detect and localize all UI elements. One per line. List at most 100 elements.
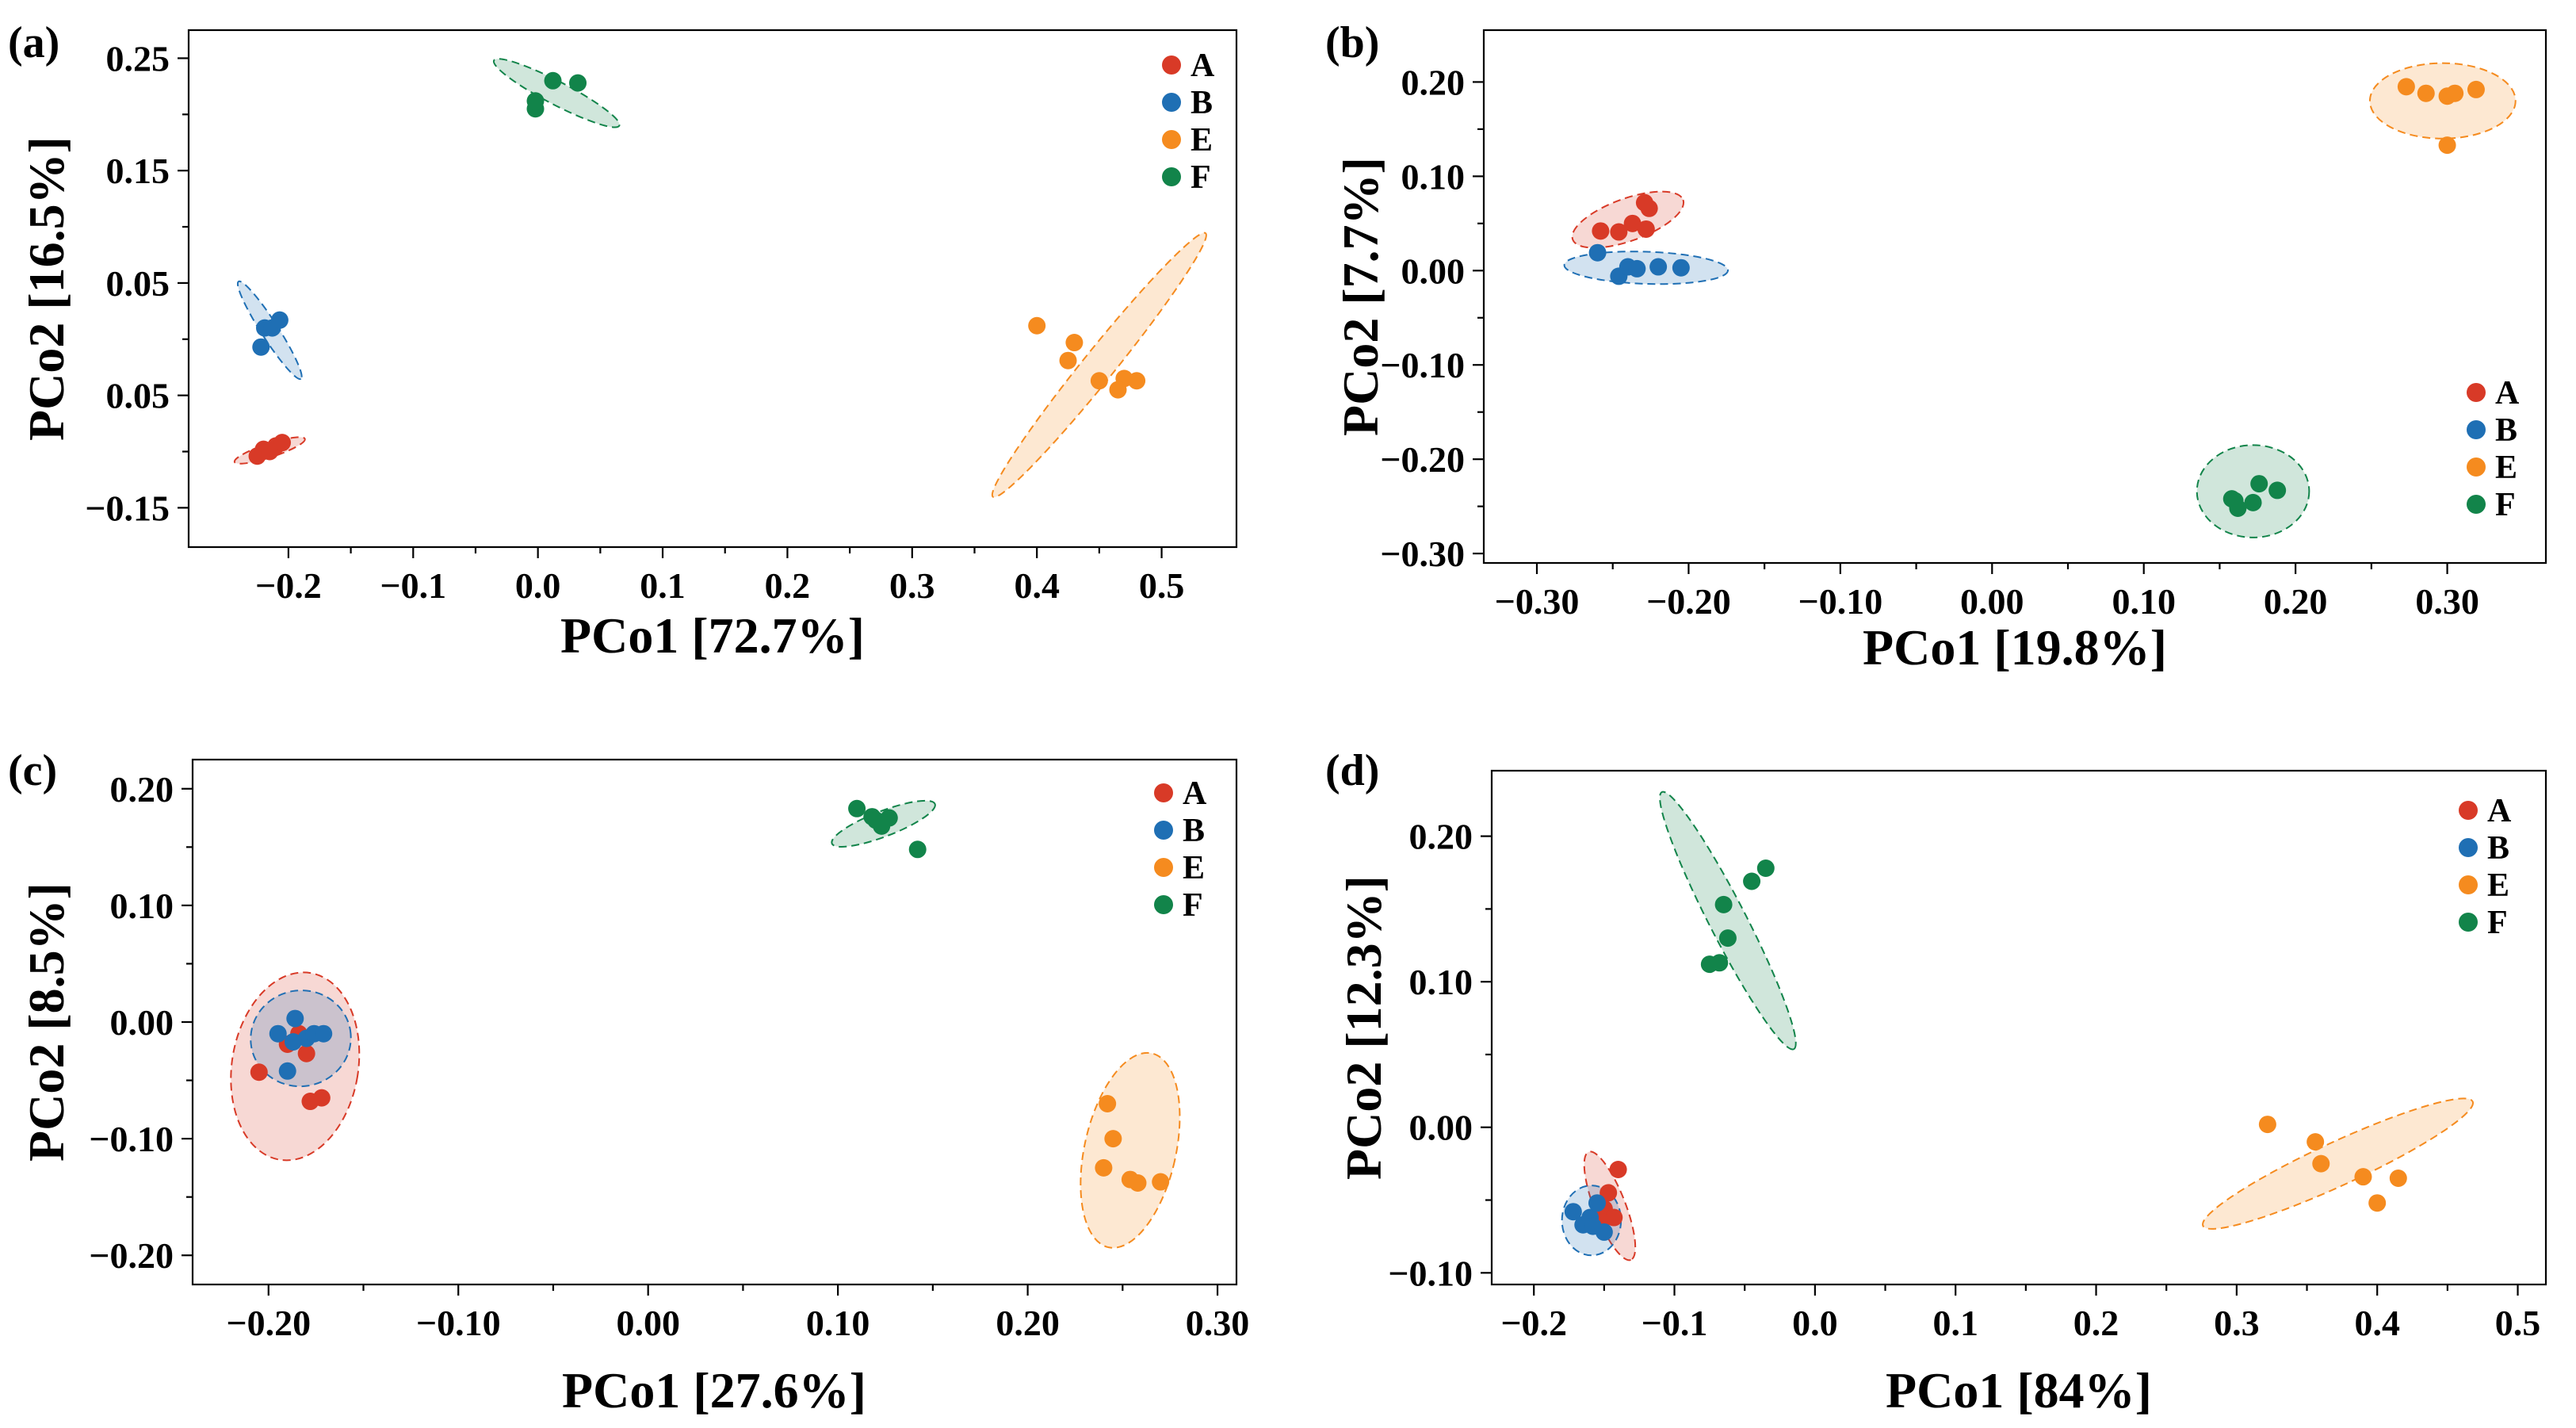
panel-c-legend-label-b: B <box>1183 813 1205 849</box>
panel-d-ellipse-f <box>1659 791 1797 1051</box>
panel-d-legend-label-a: A <box>2487 793 2512 829</box>
panel-b-point-a <box>1623 214 1642 232</box>
panel-a-legend-marker-b <box>1162 93 1181 112</box>
panel-c-legend-marker-f <box>1154 895 1173 914</box>
panel-d-label: (d) <box>1325 746 1379 795</box>
panel-a-ytick-label: −0.15 <box>85 488 170 528</box>
panel-c-point-b <box>315 1024 333 1043</box>
panel-a-point-e <box>1059 351 1077 369</box>
panel-b-xtick-label: −0.30 <box>1495 581 1580 622</box>
panel-b-point-b <box>1649 258 1668 276</box>
panel-c-xtick-label: 0.10 <box>806 1303 870 1343</box>
panel-b-point-e <box>2446 84 2464 102</box>
panel-a-legend-marker-a <box>1162 56 1181 75</box>
panel-d-xtick-label: 0.3 <box>2214 1303 2260 1343</box>
panel-b-ytick-label: 0.10 <box>1401 156 1466 197</box>
panel-b-plot-area <box>1482 29 2547 565</box>
panel-a-ytick-label: 0.25 <box>106 38 170 78</box>
panel-a-xtick-label: −0.2 <box>255 565 322 606</box>
panel-c-legend-marker-e <box>1154 858 1173 877</box>
panel-d-ytick-label: −0.10 <box>1388 1253 1473 1293</box>
panel-c-point-a <box>301 1093 319 1111</box>
panel-c-point-e <box>1152 1173 1170 1191</box>
panel-d-point-e <box>2312 1154 2330 1173</box>
panel-b-point-e <box>2438 136 2456 155</box>
panel-c-point-f <box>908 840 927 859</box>
panel-b-point-f <box>2244 493 2262 511</box>
panel-d-legend-label-b: B <box>2487 830 2509 867</box>
panel-c-ytick-label: 0.10 <box>110 886 174 926</box>
panel-b-ytick-label: −0.30 <box>1380 534 1465 574</box>
panel-d-plot-area <box>1490 769 2547 1286</box>
panel-a-point-e <box>1128 372 1146 390</box>
panel-d-point-b <box>1564 1203 1582 1221</box>
panel-d-marks <box>1561 791 2475 1261</box>
panel-b-legend-marker-b <box>2467 420 2486 439</box>
panel-c-point-a <box>297 1044 315 1062</box>
panel-c-xtick-label: 0.30 <box>1186 1303 1250 1343</box>
panel-d-legend-label-f: F <box>2487 905 2508 941</box>
panel-a-ellipse-e <box>991 232 1207 499</box>
panel-d-point-e <box>2368 1194 2387 1212</box>
panel-a-xtick-label: −0.1 <box>380 565 446 606</box>
panel-c-point-e <box>1099 1094 1117 1112</box>
panel-b-xtick-label: 0.10 <box>2112 581 2176 622</box>
panel-b-ellipse-f <box>2196 444 2310 538</box>
panel-a-point-f <box>544 71 562 90</box>
panel-d-xtick-label: −0.1 <box>1642 1303 1708 1343</box>
panel-a-xtick-label: 0.0 <box>515 565 561 606</box>
panel-b-point-a <box>1592 222 1610 240</box>
panel-a-point-e <box>1028 316 1046 335</box>
panel-d-xtick-label: 0.2 <box>2073 1303 2119 1343</box>
panel-a-xtick-label: 0.3 <box>889 565 935 606</box>
panel-c-point-b <box>278 1062 296 1080</box>
panel-a-point-e <box>1109 381 1127 399</box>
panel-c-legend-marker-b <box>1154 821 1173 840</box>
panel-d-point-a <box>1599 1184 1618 1202</box>
panel-c-point-b <box>286 1009 304 1028</box>
panel-c-ytick-label: 0.20 <box>110 769 174 810</box>
panel-c-legend-marker-a <box>1154 783 1173 802</box>
panel-c-xtick-label: 0.20 <box>996 1303 1060 1343</box>
panel-d-legend-marker-a <box>2459 801 2478 820</box>
panel-d-ytick-label: 0.10 <box>1409 962 1473 1002</box>
panel-c-ytick-label: −0.20 <box>89 1235 174 1276</box>
panel-a-point-e <box>1090 372 1108 390</box>
panel-c-point-e <box>1104 1130 1122 1148</box>
panel-b-point-b <box>1588 243 1607 262</box>
panel-d-ellipse-e <box>2202 1097 2475 1230</box>
panel-c-legend-label-a: A <box>1183 775 1207 812</box>
panel-b-ytick-label: 0.20 <box>1401 62 1466 102</box>
panel-b-ellipse-b <box>1563 251 1729 285</box>
panel-a-ytick-label: 0.05 <box>106 263 170 304</box>
panel-c-xtick-label: 0.00 <box>616 1303 680 1343</box>
panel-d-point-b <box>1584 1217 1602 1235</box>
panel-d-point-e <box>2258 1116 2276 1134</box>
panel-a-ellipse-f <box>492 58 621 128</box>
panel-b-point-e <box>2397 78 2415 96</box>
panel-b-ytick-label: −0.10 <box>1380 345 1465 385</box>
panel-c-point-f <box>848 799 866 817</box>
panel-d-point-a <box>1609 1160 1627 1178</box>
panel-c-xlabel: PCo1 [27.6%] <box>562 1362 866 1418</box>
panel-b-marks <box>1563 62 2517 538</box>
panel-b-label: (b) <box>1325 18 1379 67</box>
panel-a-label: (a) <box>8 18 59 67</box>
panel-b-xtick-label: −0.10 <box>1798 581 1882 622</box>
panel-c-point-b <box>269 1024 287 1043</box>
panel-c-legend-label-f: F <box>1183 887 1203 924</box>
panel-d-point-f <box>1743 872 1761 890</box>
panel-a-legend-label-e: E <box>1191 122 1213 159</box>
panel-c-legend-label-e: E <box>1183 850 1205 886</box>
panel-b-point-f <box>2268 481 2287 500</box>
panel-d-point-e <box>2389 1169 2407 1187</box>
panel-c-label: (c) <box>8 746 57 795</box>
panel-a-legend-label-b: B <box>1191 85 1213 121</box>
panel-a-ytick-label: 0.15 <box>106 151 170 191</box>
panel-a-xlabel: PCo1 [72.7%] <box>560 607 865 664</box>
panel-d-xlabel: PCo1 [84%] <box>1886 1362 2152 1418</box>
